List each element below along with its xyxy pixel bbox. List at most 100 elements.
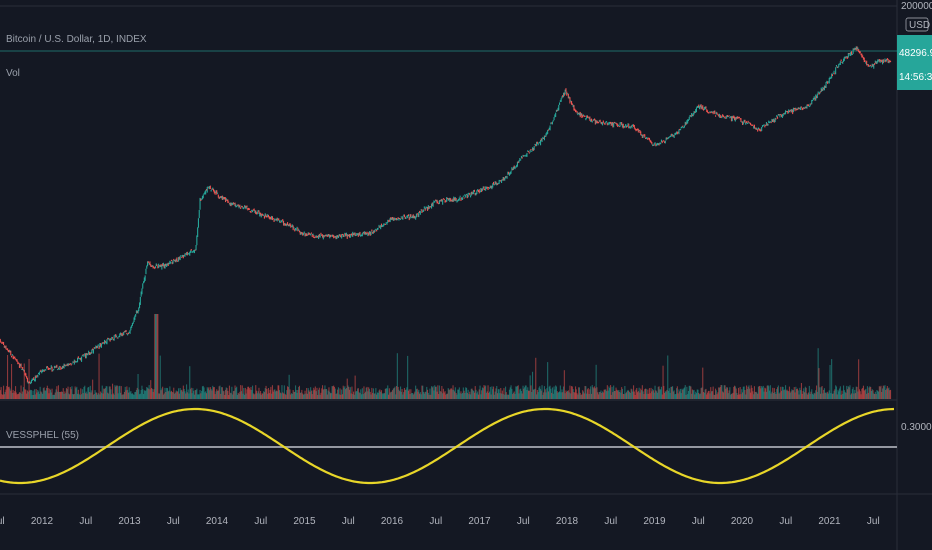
price-candle (188, 253, 190, 255)
price-candle (854, 47, 856, 51)
currency-tag[interactable] (905, 17, 929, 32)
price-candle (83, 354, 85, 357)
volume-bar (648, 388, 650, 399)
price-candle (95, 345, 97, 348)
volume-bar (557, 392, 559, 399)
volume-bar (101, 385, 103, 399)
price-candle (206, 186, 208, 193)
price-candle (461, 197, 463, 200)
price-candle (128, 331, 130, 333)
volume-bar (755, 391, 757, 399)
volume-bar (395, 394, 397, 399)
volume-bar (473, 391, 475, 399)
price-candle (823, 85, 825, 91)
volume-bar (788, 391, 790, 399)
volume-bar (640, 388, 642, 399)
volume-bar (192, 388, 194, 399)
price-candle (220, 196, 222, 198)
volume-bar (279, 390, 281, 399)
price-candle (737, 116, 739, 119)
price-candle (0, 341, 2, 343)
price-candle (59, 365, 61, 368)
volume-bar (759, 385, 761, 399)
price-candle (137, 310, 139, 314)
volume-bar (865, 388, 867, 399)
price-candle (532, 147, 534, 151)
volume-bar (73, 394, 75, 399)
price-candle (492, 183, 494, 188)
price-candle (176, 257, 178, 262)
price-candle (525, 154, 527, 157)
volume-bar (100, 392, 102, 399)
volume-bar (120, 392, 122, 399)
volume-bar (292, 390, 294, 399)
time-axis-label: 2017 (468, 516, 491, 527)
volume-bar (267, 393, 269, 399)
volume-bar (540, 390, 542, 399)
volume-bar (75, 388, 77, 399)
price-candle (769, 121, 771, 123)
volume-bar (38, 393, 40, 399)
volume-bar (763, 391, 765, 399)
volume-bar (219, 385, 221, 399)
volume-bar (543, 392, 545, 399)
price-candle (119, 333, 121, 338)
price-candle (271, 215, 273, 220)
price-candle (665, 137, 667, 141)
volume-bar (547, 391, 549, 399)
price-candle (393, 217, 395, 221)
volume-bar (744, 390, 746, 399)
price-candle (30, 379, 32, 384)
volume-bar (668, 388, 670, 399)
volume-bar (691, 389, 693, 399)
price-candle (750, 124, 752, 126)
price-candle (330, 235, 332, 237)
price-candle (178, 257, 180, 262)
price-candle (770, 121, 772, 124)
price-candle (72, 361, 74, 363)
volume-bar (538, 387, 540, 399)
volume-bar (44, 390, 46, 399)
price-candle (61, 365, 63, 369)
price-candle (223, 197, 225, 199)
price-candle (469, 193, 471, 196)
volume-bar (656, 392, 658, 399)
volume-bar (93, 394, 95, 399)
price-candle (249, 210, 251, 213)
volume-bar (247, 386, 249, 399)
volume-bar (617, 390, 619, 399)
price-candle (495, 181, 497, 185)
volume-bar (197, 394, 199, 399)
volume-bar (564, 393, 566, 399)
volume-bar (353, 391, 355, 399)
volume-bar (1, 394, 3, 399)
price-candle (829, 76, 831, 80)
price-candle (105, 341, 107, 344)
price-candle (216, 190, 218, 195)
price-candle (602, 122, 604, 126)
price-candle (254, 210, 256, 213)
price-candle (519, 158, 521, 161)
volume-bar (724, 385, 726, 399)
price-candle (186, 252, 188, 256)
price-candle (632, 124, 634, 126)
price-candle (63, 363, 65, 369)
volume-bar (249, 389, 251, 399)
volume-bar (298, 387, 300, 399)
price-candle (813, 96, 815, 99)
volume-bar (661, 394, 663, 399)
price-candle (82, 354, 84, 356)
volume-bar (158, 393, 160, 399)
price-candle (2, 341, 4, 344)
price-candle (413, 215, 415, 219)
price-candle (79, 357, 81, 360)
volume-bar (785, 390, 787, 399)
price-candle (320, 232, 322, 234)
price-candle (584, 115, 586, 117)
volume-bar (460, 391, 462, 399)
volume-bar (886, 386, 888, 399)
price-candle (809, 103, 811, 107)
price-candle (663, 140, 665, 142)
volume-bar (554, 389, 556, 399)
